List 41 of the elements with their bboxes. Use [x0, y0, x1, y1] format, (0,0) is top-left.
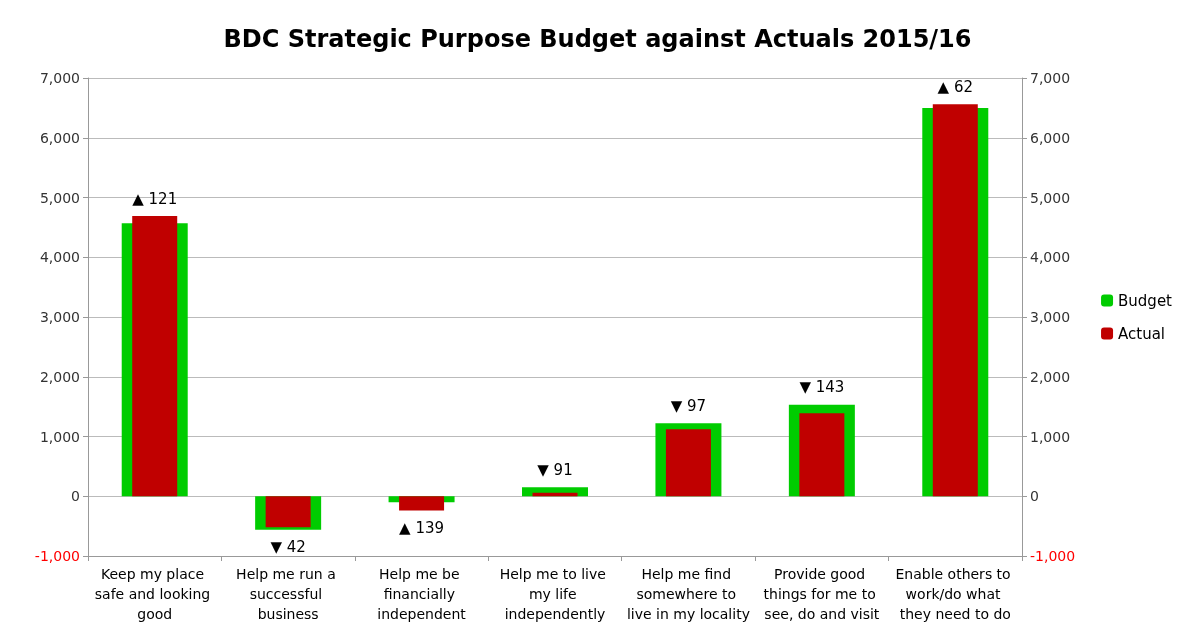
y2-tick-label: 3,000: [1030, 309, 1071, 325]
chart-title: BDC Strategic Purpose Budget against Actuals 2015/16: [223, 25, 972, 53]
y2-tick-label: -1,000: [1030, 548, 1076, 564]
y2-tick-label: 0: [1030, 488, 1039, 505]
annotation: ▼ 97: [670, 396, 707, 415]
y-tick-label: 3,000: [39, 309, 80, 325]
y2-tick-label: 1,000: [1030, 428, 1071, 445]
y-tick-label: 0: [71, 488, 80, 505]
x-tick-label: Keep my place safe and looking good: [94, 566, 215, 622]
bar: [665, 429, 711, 497]
bar: [932, 104, 978, 497]
y-tick-label: 4,000: [39, 249, 80, 266]
bar: [399, 496, 445, 511]
y2-tick-label: 6,000: [1030, 129, 1071, 146]
bar: [799, 413, 845, 497]
y2-tick-label: 7,000: [1030, 70, 1071, 86]
x-tick-label: Provide good things for me to see, do and visit: [763, 566, 881, 622]
legend-label: Budget: [1118, 291, 1173, 310]
y-tick-label: 5,000: [39, 189, 80, 206]
y-tick-label: 1,000: [39, 428, 80, 445]
x-tick-label: Help me to live my life independently: [499, 566, 611, 622]
x-tick-label: Help me be financially independent: [377, 566, 467, 622]
y-tick-label: -1,000: [34, 548, 80, 564]
annotation: ▲ 62: [937, 77, 973, 96]
annotation: ▼ 143: [799, 378, 845, 397]
y-tick-label: 7,000: [39, 70, 80, 86]
annotation: ▲ 121: [132, 189, 178, 208]
y2-tick-label: 5,000: [1030, 189, 1071, 206]
annotation: ▼ 42: [270, 538, 306, 557]
y2-tick-label: 2,000: [1030, 368, 1071, 385]
y-tick-label: 6,000: [39, 129, 80, 146]
x-tick-label: Help me run a successful business: [236, 566, 341, 622]
annotation: ▼ 91: [537, 460, 573, 479]
bar: [132, 216, 178, 497]
legend-label: Actual: [1118, 324, 1166, 343]
y-tick-label: 2,000: [39, 368, 80, 385]
y2-tick-label: 4,000: [1030, 249, 1071, 266]
x-tick-label: Enable others to work/do what they need to do: [895, 566, 1016, 622]
bar: [265, 496, 311, 528]
x-tick-label: Help me find somewhere to live in my locality: [626, 566, 750, 622]
annotation: ▲ 139: [399, 519, 445, 538]
